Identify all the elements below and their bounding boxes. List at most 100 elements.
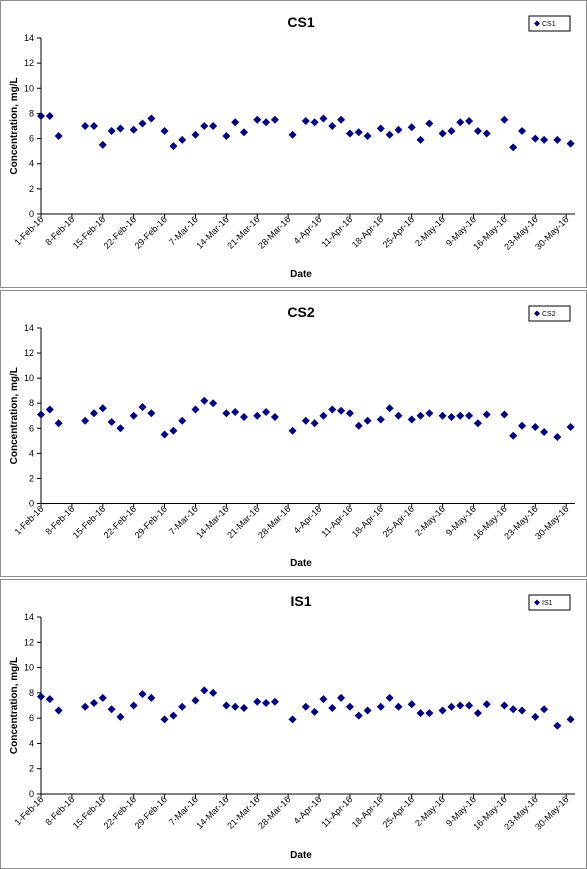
chart-1-data-point <box>253 411 262 420</box>
chart-1-data-point <box>301 416 310 425</box>
chart-0-data-point <box>81 122 90 130</box>
chart-1-data-point <box>482 410 491 419</box>
chart-2-x-tick-label: 22-Feb-16 <box>102 794 138 830</box>
chart-1-y-tick-label: 12 <box>24 348 34 358</box>
chart-0-x-tick-label: 2-May-16 <box>413 214 447 248</box>
chart-2-title: IS1 <box>290 593 311 609</box>
chart-1-y-tick-label: 8 <box>29 398 34 408</box>
chart-0-data-point <box>482 129 491 138</box>
chart-0-data-point <box>200 122 209 130</box>
chart-0-x-tick-label: 29-Feb-16 <box>133 214 169 250</box>
chart-1-y-tick-label: 14 <box>24 323 34 333</box>
chart-0-y-tick-label: 6 <box>29 134 34 144</box>
chart-0-y-tick-label: 8 <box>29 108 34 118</box>
chart-0-data-point <box>394 125 403 134</box>
chart-1-data-point <box>394 411 403 420</box>
chart-svg-cs2: CS2024681012141-Feb-168-Feb-1615-Feb-162… <box>9 304 575 569</box>
chart-0-x-tick-label: 14-Mar-16 <box>194 214 230 250</box>
chart-0-data-point <box>447 127 456 136</box>
chart-2-y-axis-title: Concentration, mg/L <box>9 657 20 754</box>
chart-1-legend-marker <box>534 310 540 317</box>
chart-panel-is1: IS1 0 2 4 6 8 10 12 14 1-Feb-16 8-Feb-16 15-Feb-16 2… <box>0 579 587 869</box>
chart-2-data-point <box>354 711 363 720</box>
chart-panel-cs1: CS1 0 2 4 6 8 10 12 14 1-Feb-16 8-Feb-16 15-Feb-16 2… <box>0 0 587 288</box>
chart-2-data-point <box>288 715 297 724</box>
chart-1-x-tick-label: 2-May-16 <box>413 504 447 538</box>
chart-1-data-point <box>138 402 147 411</box>
chart-2-data-point <box>345 702 354 711</box>
chart-1-data-point <box>116 424 125 433</box>
chart-2-data-point <box>376 702 385 711</box>
chart-0-data-point <box>178 135 187 144</box>
chart-0-data-point <box>288 130 297 139</box>
chart-1-y-axis-title: Concentration, mg/L <box>9 367 20 464</box>
chart-svg-cs1: CS1024681012141-Feb-168-Feb-1615-Feb-162… <box>9 14 575 280</box>
chart-2-data-point <box>107 705 116 714</box>
chart-2-data-point <box>482 700 491 709</box>
chart-2-y-tick-label: 2 <box>29 764 34 774</box>
chart-1-data-point <box>45 405 54 414</box>
chart-1-data-point <box>465 411 474 420</box>
chart-1-data-point <box>54 419 63 428</box>
chart-2-x-tick-label: 25-Apr-16 <box>381 794 416 829</box>
chart-2-data-point <box>566 715 575 724</box>
chart-0-data-point <box>116 124 125 133</box>
chart-1-data-point <box>310 419 319 428</box>
chart-0-x-tick-label: 21-Mar-16 <box>225 214 261 250</box>
chart-1-data-point <box>169 426 178 435</box>
chart-2-y-tick-label: 0 <box>29 789 34 799</box>
chart-2-data-point <box>222 701 231 710</box>
chart-2-data-point <box>89 698 98 707</box>
chart-2-data-point <box>328 704 337 713</box>
chart-1-x-tick-label: 21-Mar-16 <box>225 504 261 540</box>
chart-2-x-tick-label: 18-Apr-16 <box>350 794 385 829</box>
chart-2-x-tick-label: 29-Feb-16 <box>133 794 169 830</box>
chart-2-y-tick-label: 4 <box>29 738 34 748</box>
chart-0-data-point <box>473 127 482 136</box>
chart-0-x-tick-label: 15-Feb-16 <box>71 214 107 250</box>
chart-1-data-point <box>262 407 271 416</box>
chart-0-data-point <box>138 119 147 128</box>
chart-0-data-point <box>129 125 138 134</box>
chart-0-data-point <box>310 118 319 127</box>
chart-0-data-point <box>191 130 200 139</box>
chart-0-x-tick-label: 18-Apr-16 <box>350 214 385 249</box>
chart-2-x-tick-label: 21-Mar-16 <box>225 794 261 830</box>
chart-0-data-point <box>328 122 337 130</box>
chart-2-data-point <box>81 702 90 711</box>
chart-2-data-point <box>253 697 262 706</box>
chart-0-data-point <box>107 127 116 136</box>
chart-0-data-point <box>160 127 169 136</box>
chart-2-legend-marker <box>534 599 540 606</box>
chart-1-y-tick-label: 10 <box>24 373 34 383</box>
chart-0-data-point <box>270 115 279 124</box>
chart-1-data-point <box>416 411 425 420</box>
chart-1-data-point <box>231 407 240 416</box>
chart-1-data-point <box>385 404 394 413</box>
chart-1-x-tick-label: 15-Feb-16 <box>71 504 107 540</box>
chart-0-data-point <box>500 115 509 124</box>
chart-svg-is1: IS1024681012141-Feb-168-Feb-1615-Feb-162… <box>9 593 575 861</box>
chart-0-data-point <box>98 140 107 149</box>
chart-1-data-point <box>222 409 231 418</box>
chart-0-y-tick-label: 12 <box>24 58 34 68</box>
chart-0-legend-label: CS1 <box>542 21 556 28</box>
chart-1-data-point <box>107 418 116 427</box>
chart-1-data-point <box>438 411 447 420</box>
chart-0-x-tick-label: 22-Feb-16 <box>102 214 138 250</box>
chart-0-data-point <box>363 132 372 141</box>
chart-2-data-point <box>270 697 279 706</box>
chart-2-data-point <box>209 688 218 697</box>
chart-0-data-point <box>456 118 465 127</box>
chart-1-data-point <box>407 415 416 424</box>
chart-2-x-tick-label: 15-Feb-16 <box>71 794 107 830</box>
chart-1-y-tick-label: 6 <box>29 423 34 433</box>
chart-panel-cs2: CS2 0 2 4 6 8 10 12 14 1-Feb-16 8-Feb-16 15-Feb-16 2… <box>0 290 587 577</box>
chart-2-data-point <box>45 695 54 704</box>
chart-1-data-point <box>425 409 434 418</box>
chart-0-data-point <box>54 132 63 141</box>
chart-2-x-tick-label: 1-Feb-16 <box>13 794 46 827</box>
chart-2-data-point <box>310 707 319 716</box>
chart-2-data-point <box>138 690 147 699</box>
chart-1-x-tick-label: 30-May-16 <box>533 504 570 541</box>
